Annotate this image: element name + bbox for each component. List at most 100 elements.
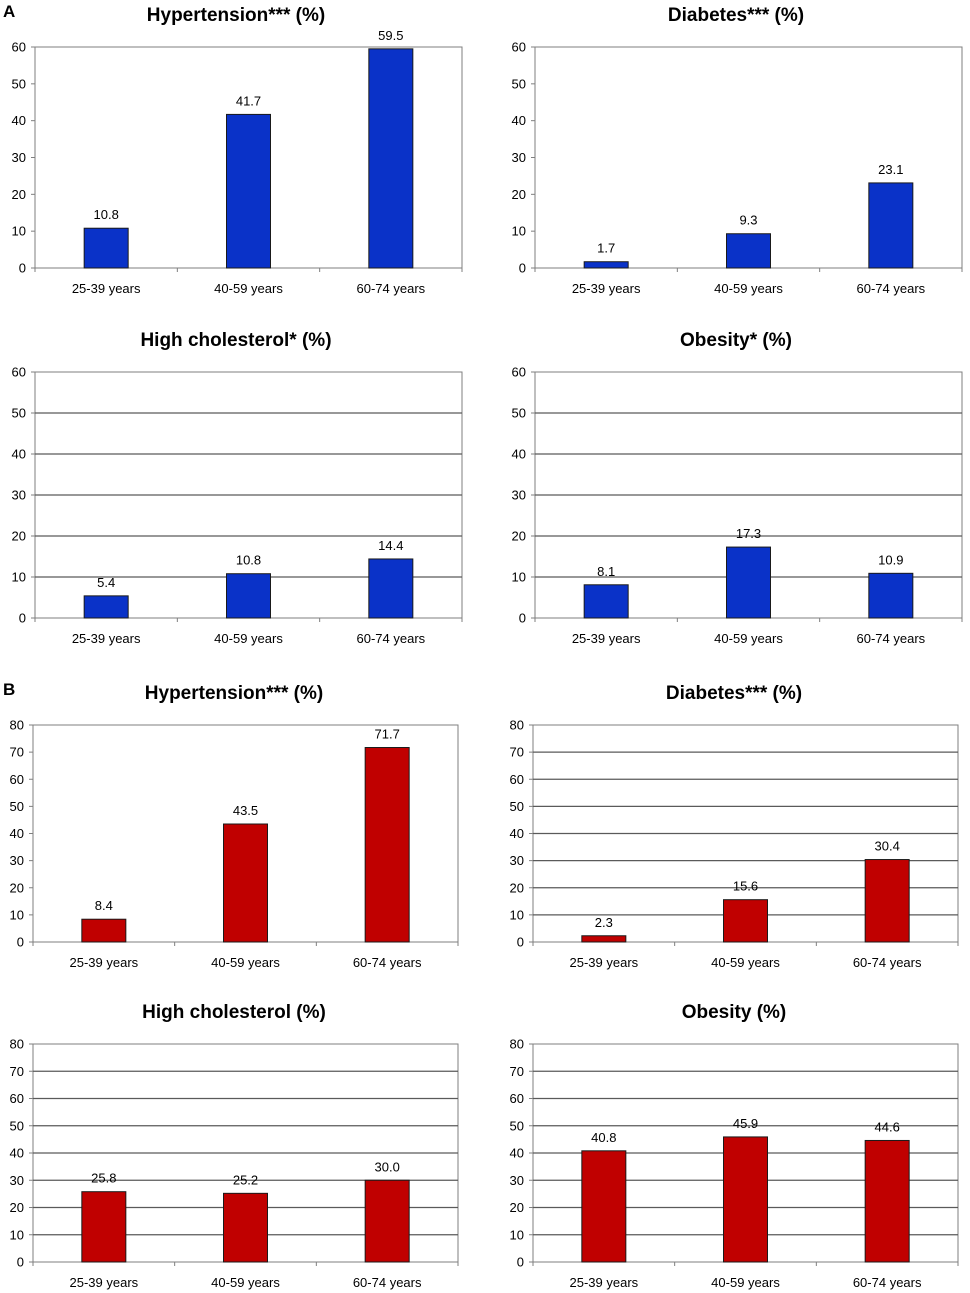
y-tick-label: 10 xyxy=(10,907,24,922)
data-label: 30.0 xyxy=(375,1159,400,1174)
bar xyxy=(581,1150,627,1263)
y-tick-label: 30 xyxy=(12,488,26,503)
y-tick-label: 40 xyxy=(12,447,26,462)
bar xyxy=(364,747,410,943)
chart-4: Obesity* (%) 0 10 20 30 40 50 60 8.1 25-39 years 1… xyxy=(512,330,963,646)
bar xyxy=(868,182,914,269)
y-tick-label: 70 xyxy=(10,1064,24,1079)
x-tick-label: 40-59 years xyxy=(714,281,783,296)
bar xyxy=(723,1136,768,1263)
chart-3: High cholesterol* (%) 0 10 20 30 40 50 60 5.4 25-… xyxy=(12,330,463,646)
charts: Hypertension*** (%) 0 10 20 30 40 50 60 10.8 25-3… xyxy=(10,5,963,1290)
data-label: 45.9 xyxy=(733,1116,758,1131)
bar xyxy=(226,113,271,269)
x-tick-label: 25-39 years xyxy=(570,1275,639,1290)
x-tick-label: 40-59 years xyxy=(714,631,783,646)
data-label: 23.1 xyxy=(878,162,903,177)
y-tick-label: 0 xyxy=(519,611,526,626)
y-tick-label: 40 xyxy=(10,826,24,841)
data-label: 40.8 xyxy=(591,1130,616,1145)
y-tick-label: 60 xyxy=(510,772,524,787)
y-tick-label: 0 xyxy=(517,935,524,950)
y-tick-label: 70 xyxy=(510,1064,524,1079)
y-tick-label: 20 xyxy=(510,880,524,895)
y-tick-label: 20 xyxy=(512,529,526,544)
data-label: 30.4 xyxy=(875,839,900,854)
chart-title: Obesity (%) xyxy=(682,1002,787,1023)
x-tick-label: 60-74 years xyxy=(353,955,422,970)
y-tick-label: 0 xyxy=(517,1255,524,1270)
panel-letter-a: A xyxy=(3,2,15,21)
y-tick-label: 50 xyxy=(12,76,26,91)
x-tick-label: 25-39 years xyxy=(570,955,639,970)
y-tick-label: 60 xyxy=(10,772,24,787)
data-label: 1.7 xyxy=(597,241,615,256)
chart-title: Hypertension*** (%) xyxy=(145,683,323,704)
y-tick-label: 30 xyxy=(510,1173,524,1188)
data-label: 2.3 xyxy=(595,915,613,930)
x-tick-label: 40-59 years xyxy=(214,631,283,646)
data-label: 41.7 xyxy=(236,93,261,108)
y-tick-label: 80 xyxy=(510,1037,524,1052)
y-tick-label: 0 xyxy=(19,611,26,626)
data-label: 59.5 xyxy=(378,28,403,43)
data-label: 15.6 xyxy=(733,879,758,894)
x-tick-label: 60-74 years xyxy=(853,955,922,970)
y-tick-label: 50 xyxy=(510,1118,524,1133)
y-tick-label: 50 xyxy=(512,406,526,421)
bar xyxy=(868,572,914,619)
x-tick-label: 40-59 years xyxy=(211,955,280,970)
x-tick-label: 60-74 years xyxy=(357,281,426,296)
x-tick-label: 60-74 years xyxy=(353,1275,422,1290)
x-tick-label: 25-39 years xyxy=(70,955,139,970)
data-label: 25.2 xyxy=(233,1172,258,1187)
bar xyxy=(723,899,768,943)
y-tick-label: 20 xyxy=(512,187,526,202)
y-tick-label: 70 xyxy=(10,745,24,760)
x-tick-label: 40-59 years xyxy=(211,1275,280,1290)
y-tick-label: 30 xyxy=(510,853,524,868)
y-tick-label: 10 xyxy=(512,224,526,239)
data-label: 43.5 xyxy=(233,803,258,818)
y-tick-label: 40 xyxy=(12,113,26,128)
bar xyxy=(83,595,129,619)
bar xyxy=(81,1191,127,1263)
bar xyxy=(223,1192,268,1263)
data-label: 8.1 xyxy=(597,564,615,579)
data-label: 10.8 xyxy=(94,207,119,222)
panel-letter-b: B xyxy=(3,680,15,699)
y-tick-label: 50 xyxy=(510,799,524,814)
data-label: 10.9 xyxy=(878,552,903,567)
chart-title: High cholesterol* (%) xyxy=(140,330,331,351)
bar xyxy=(581,935,627,943)
y-tick-label: 20 xyxy=(12,187,26,202)
x-tick-label: 60-74 years xyxy=(853,1275,922,1290)
y-tick-label: 80 xyxy=(510,718,524,733)
y-tick-label: 40 xyxy=(510,1146,524,1161)
y-tick-label: 20 xyxy=(10,1200,24,1215)
data-label: 5.4 xyxy=(97,575,115,590)
y-tick-label: 60 xyxy=(510,1091,524,1106)
y-tick-label: 60 xyxy=(512,40,526,55)
data-label: 17.3 xyxy=(736,526,761,541)
y-tick-label: 20 xyxy=(510,1200,524,1215)
y-tick-label: 50 xyxy=(10,1118,24,1133)
y-tick-label: 80 xyxy=(10,1037,24,1052)
y-tick-label: 40 xyxy=(510,826,524,841)
chart-6: Diabetes*** (%) 0 10 20 30 40 50 60 70 80 2.3 25-39… xyxy=(510,683,959,970)
y-tick-label: 80 xyxy=(10,718,24,733)
bar xyxy=(364,1179,410,1263)
x-tick-label: 25-39 years xyxy=(572,281,641,296)
chart-title: Diabetes*** (%) xyxy=(668,5,804,26)
y-tick-label: 40 xyxy=(512,447,526,462)
chart-2: Diabetes*** (%) 0 10 20 30 40 50 60 1.7 25-39 yea… xyxy=(512,5,963,296)
y-tick-label: 10 xyxy=(510,907,524,922)
y-tick-label: 30 xyxy=(512,150,526,165)
data-label: 25.8 xyxy=(91,1171,116,1186)
x-tick-label: 25-39 years xyxy=(70,1275,139,1290)
y-tick-label: 10 xyxy=(12,570,26,585)
y-tick-label: 60 xyxy=(12,40,26,55)
y-tick-label: 70 xyxy=(510,745,524,760)
bar xyxy=(81,918,127,943)
